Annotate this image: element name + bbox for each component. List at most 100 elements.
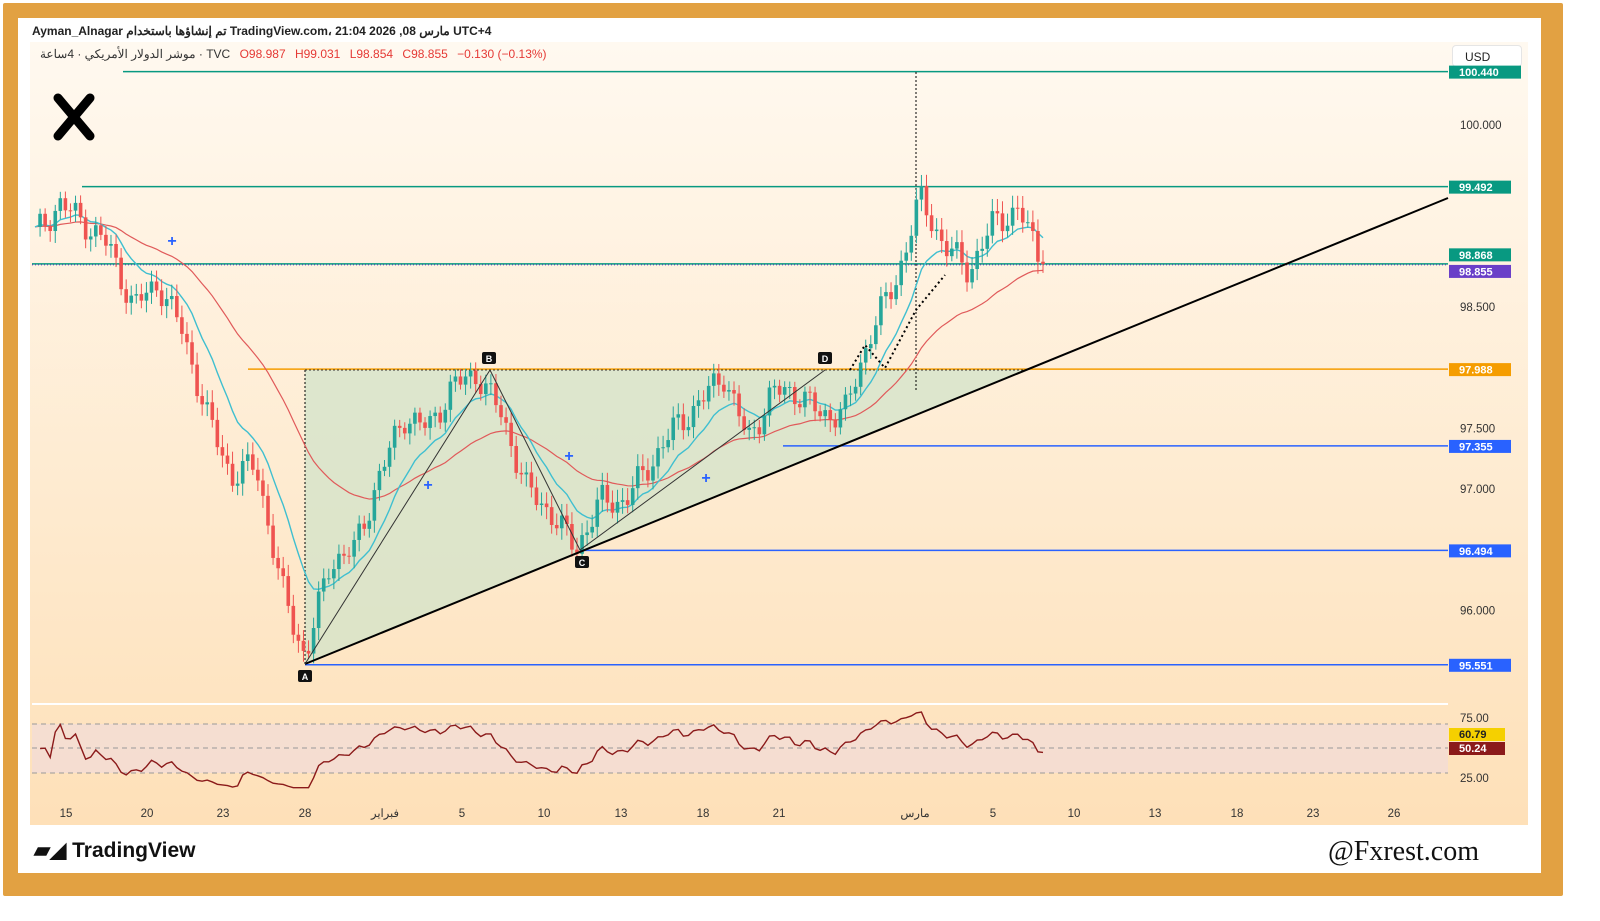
candle-body <box>93 225 98 237</box>
x-tick: 15 <box>60 808 73 820</box>
x-tick: 13 <box>1149 808 1162 820</box>
x-tick: 20 <box>141 808 154 820</box>
candle-body <box>711 373 716 386</box>
x-tick: مارس <box>900 807 929 820</box>
candle-body <box>296 634 301 641</box>
candle-body <box>995 211 1000 214</box>
candle-body <box>382 466 387 471</box>
high-value: H99.031 <box>294 47 341 61</box>
candle-body <box>666 440 670 448</box>
low-value: L98.854 <box>349 47 394 61</box>
candle-body <box>853 386 858 394</box>
candle-body <box>73 202 78 211</box>
candle-body <box>686 427 691 431</box>
x-tick: 13 <box>615 808 628 820</box>
candle-body <box>879 296 883 326</box>
candle-body <box>205 402 210 405</box>
candle-body <box>266 495 270 526</box>
candle-body <box>48 225 52 232</box>
y-tick: 96.000 <box>1460 605 1495 617</box>
candle-body <box>661 447 665 449</box>
candle-body <box>575 549 579 554</box>
candle-body <box>484 383 488 395</box>
abcd-pattern <box>304 368 826 665</box>
candle-body <box>235 483 240 486</box>
candle-body <box>387 447 392 467</box>
candle-body <box>78 202 83 218</box>
candle-body <box>261 480 265 496</box>
candle-body <box>787 386 792 388</box>
candle-body <box>874 325 878 345</box>
candle-body <box>377 470 382 491</box>
candle-body <box>240 460 245 484</box>
candle-body <box>489 383 493 385</box>
candle-body <box>544 503 549 508</box>
cross-marker-icon: + <box>701 470 710 487</box>
candle-body <box>757 427 762 435</box>
rsi-tick: 25.00 <box>1460 773 1489 785</box>
y-tick: 97.000 <box>1460 484 1495 496</box>
candle-body <box>772 385 777 388</box>
candle-body <box>813 392 817 412</box>
candle-body <box>565 515 569 525</box>
candle-body <box>53 210 58 232</box>
candle-body <box>1036 231 1040 262</box>
x-tick: 21 <box>773 808 786 820</box>
point-label: C <box>579 558 586 568</box>
candle-body <box>402 427 407 434</box>
candle-body <box>833 420 838 428</box>
candle-body <box>706 385 711 402</box>
candle-body <box>367 520 372 529</box>
candle-body <box>1041 261 1045 264</box>
candle-body <box>590 526 594 533</box>
candle-body <box>509 422 513 447</box>
candle-body <box>858 362 863 387</box>
candle-body <box>924 185 929 216</box>
candle-body <box>109 244 113 246</box>
candle-body <box>580 535 584 554</box>
price-label-bg <box>1449 544 1511 558</box>
x-tick: 18 <box>1231 808 1244 820</box>
candle-body <box>727 390 731 392</box>
pane-divider <box>32 703 1448 705</box>
point-label: A <box>302 672 309 682</box>
point-label-bg <box>575 556 589 568</box>
candle-body <box>965 262 969 283</box>
candle-body <box>458 376 463 385</box>
candle-body <box>610 502 615 513</box>
x-tick: 5 <box>990 808 996 820</box>
price-label-bg <box>1449 658 1511 672</box>
candle-body <box>549 507 554 525</box>
candle-body <box>185 333 189 343</box>
candle-body <box>301 640 306 651</box>
candle-body <box>88 236 93 240</box>
price-label: 98.868 <box>1459 250 1493 262</box>
candle-body <box>494 383 498 406</box>
candle-body <box>433 412 437 417</box>
point-label-bg <box>482 352 496 364</box>
close-value: C98.855 <box>402 47 448 61</box>
rsi-value-bg <box>1449 742 1505 755</box>
candle-body <box>519 472 524 475</box>
candle-body <box>909 235 914 253</box>
candle-body <box>646 470 650 481</box>
candle-body <box>291 605 296 635</box>
x-tick: 28 <box>299 808 312 820</box>
candle-body <box>149 281 154 293</box>
candle-body <box>625 500 630 505</box>
candle-body <box>1020 207 1025 223</box>
candle-body <box>468 370 473 377</box>
candle-body <box>534 487 539 506</box>
candle-body <box>960 242 964 263</box>
candle-body <box>929 215 934 232</box>
candle-body <box>838 409 843 428</box>
candle-body <box>782 387 787 395</box>
tradingview-logo-text: TradingView <box>72 839 196 862</box>
candle-body <box>762 415 767 435</box>
candle-body <box>884 292 888 297</box>
candle-body <box>38 213 42 227</box>
candle-body <box>58 198 63 211</box>
candle-body <box>868 344 873 349</box>
candle-body <box>985 235 990 249</box>
